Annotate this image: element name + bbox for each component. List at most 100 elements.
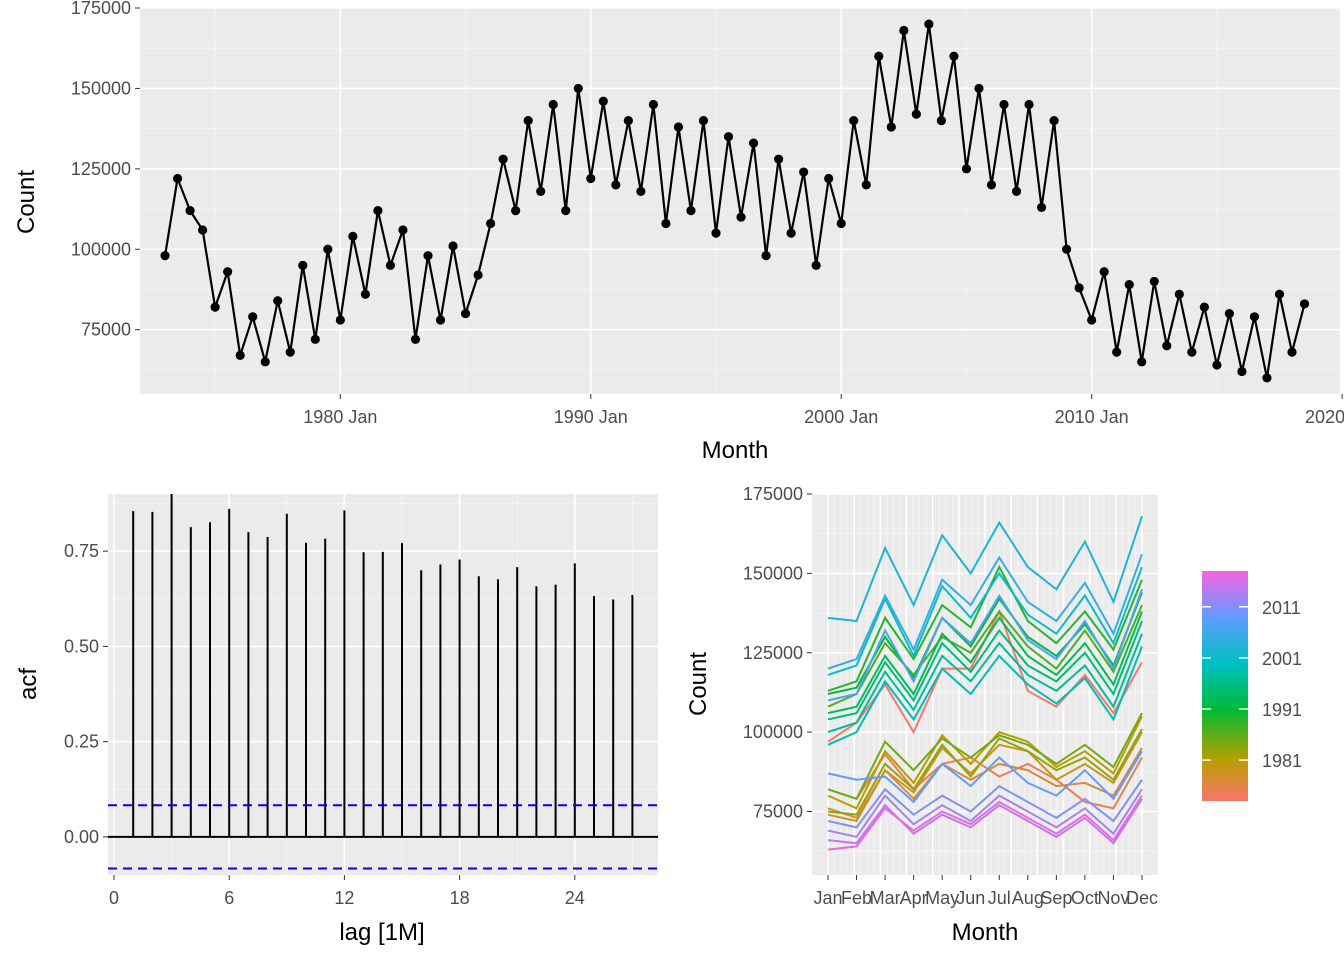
series-line [163, 22, 1306, 380]
data-point [999, 99, 1009, 110]
data-point [435, 315, 446, 325]
data-point [824, 173, 834, 184]
x-tick-label: 12 [334, 888, 354, 908]
data-point [523, 115, 533, 126]
time-plot-series [160, 19, 1310, 383]
season-line [827, 633, 1143, 734]
season-line [827, 604, 1143, 708]
x-tick-label: Nov [1097, 888, 1129, 908]
data-point [1074, 283, 1084, 293]
data-point [561, 206, 571, 216]
data-point [673, 122, 684, 132]
data-point [1137, 357, 1147, 367]
data-point [774, 154, 784, 164]
data-point [748, 138, 759, 148]
y-tick-label: 175000 [743, 484, 803, 504]
data-point [198, 225, 208, 235]
data-point [1062, 244, 1072, 254]
y-tick-label: 75000 [81, 320, 131, 340]
acf-y-title: acf [15, 668, 42, 700]
data-point [611, 180, 621, 190]
data-point [172, 173, 183, 184]
data-point [536, 186, 546, 196]
season-line [827, 553, 1143, 670]
data-point [548, 99, 558, 110]
season-line [827, 715, 1143, 810]
season-line [827, 712, 1143, 801]
season-line [827, 566, 1143, 676]
time-plot-grid [140, 7, 1343, 394]
time-plot-y-title: Count [13, 170, 40, 234]
data-point [1262, 373, 1272, 383]
x-tick-label: 6 [224, 888, 234, 908]
time-plot-x-ticks: 1980 Jan 1990 Jan 2000 Jan 2010 Jan 2020 Jan [303, 394, 1344, 427]
data-point [974, 83, 984, 94]
data-point [273, 296, 283, 306]
season-line [827, 728, 1143, 816]
y-tick-label: 175000 [71, 0, 131, 18]
time-plot-x-title: Month [702, 437, 769, 464]
y-tick-label: 100000 [71, 239, 131, 259]
legend-label: 2001 [1262, 649, 1302, 669]
data-point [448, 241, 458, 251]
y-tick-label: 150000 [743, 563, 803, 583]
data-point [1187, 347, 1197, 357]
season-line [827, 646, 1143, 746]
data-point [1224, 308, 1234, 319]
legend-label: 1981 [1262, 751, 1302, 771]
data-point [1212, 360, 1222, 370]
acf-plot: 0.00 0.25 0.50 0.75 0 6 12 18 24 lag [1M] acf [15, 494, 658, 946]
data-point [736, 212, 746, 222]
data-point [586, 173, 596, 184]
data-point [1287, 347, 1297, 357]
data-point [511, 206, 521, 216]
season-line [827, 779, 1143, 829]
data-point [1249, 312, 1260, 322]
season-y-ticks: 75000 100000 125000 150000 175000 [743, 484, 812, 822]
data-point [573, 83, 583, 94]
data-point [310, 334, 320, 344]
data-point [385, 260, 396, 270]
data-point [1174, 289, 1184, 299]
data-point [185, 206, 195, 216]
data-point [285, 347, 295, 357]
data-point [874, 51, 884, 61]
data-point [423, 251, 433, 261]
data-point [1274, 289, 1285, 299]
x-tick-label: 1990 Jan [554, 407, 628, 427]
data-point [986, 180, 997, 190]
data-point [836, 218, 846, 229]
x-tick-label: Sep [1040, 888, 1072, 908]
x-tick-label: 18 [450, 888, 470, 908]
data-point [936, 115, 946, 126]
data-point [1049, 115, 1059, 126]
season-y-title: Count [685, 652, 712, 716]
season-line [827, 515, 1143, 623]
season-lines [827, 515, 1143, 851]
x-tick-label: 0 [109, 888, 119, 908]
data-point [473, 270, 483, 280]
data-point [486, 218, 496, 229]
time-plot-panel [140, 8, 1340, 394]
data-point [961, 164, 972, 174]
acf-x-ticks: 0 6 12 18 24 [109, 875, 585, 908]
y-tick-label: 125000 [71, 159, 131, 179]
data-point [861, 180, 871, 190]
data-point [1149, 276, 1159, 287]
data-point [849, 115, 859, 126]
y-tick-label: 125000 [743, 643, 803, 663]
data-point [210, 302, 220, 312]
data-point [761, 251, 771, 261]
y-tick-label: 0.50 [64, 636, 99, 656]
x-tick-label: 2000 Jan [804, 407, 878, 427]
season-line [827, 798, 1143, 845]
data-point [235, 350, 245, 360]
x-tick-label: Dec [1126, 888, 1158, 908]
x-tick-label: Mar [870, 888, 901, 908]
legend: 2011 2001 1991 1981 [1202, 571, 1302, 801]
legend-labels: 2011 2001 1991 1981 [1202, 598, 1302, 771]
y-tick-label: 150000 [71, 78, 131, 98]
data-point [723, 132, 734, 142]
y-tick-label: 100000 [743, 722, 803, 742]
